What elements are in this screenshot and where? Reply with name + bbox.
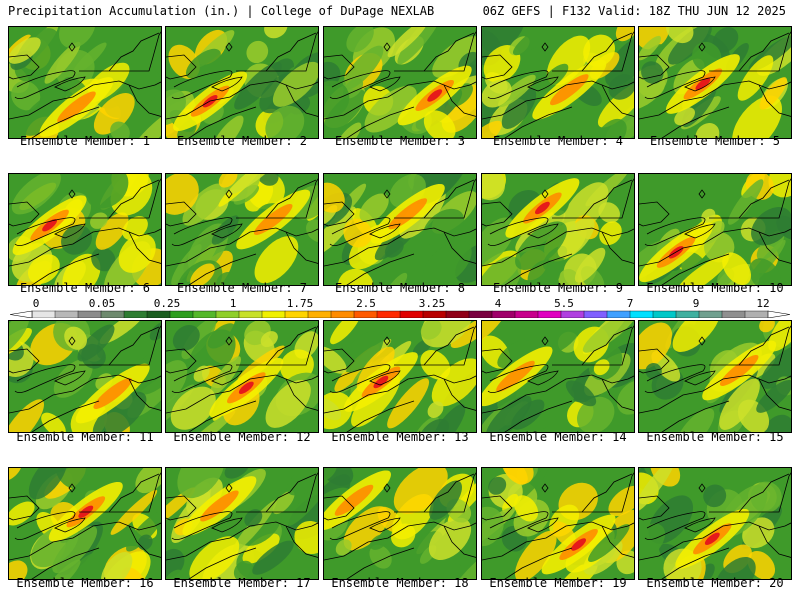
colorbar-swatch (698, 310, 723, 318)
map-panel (638, 173, 792, 286)
colorbar-swatch (583, 310, 608, 318)
ensemble-member-label: Ensemble Member: 20 (646, 576, 784, 590)
map-panel (165, 26, 319, 139)
colorbar-swatch (77, 310, 102, 318)
ensemble-member-label: Ensemble Member: 8 (334, 281, 466, 295)
colorbar-tick-label: 1.75 (286, 297, 314, 310)
colorbar-right-arrow (767, 310, 790, 318)
colorbar-swatch (376, 310, 401, 318)
colorbar-swatch (146, 310, 171, 318)
colorbar-swatch (721, 310, 746, 318)
ensemble-member-label: Ensemble Member: 13 (331, 430, 469, 444)
colorbar-tick-label: 0.05 (88, 297, 116, 310)
chart-title: Precipitation Accumulation (in.) | Colle… (8, 4, 435, 18)
ensemble-member-label: Ensemble Member: 12 (173, 430, 311, 444)
colorbar-swatch (629, 310, 654, 318)
colorbar-tick-label: 0 (32, 297, 40, 310)
colorbar-swatch (353, 310, 378, 318)
colorbar-swatch (652, 310, 677, 318)
colorbar-swatch (399, 310, 424, 318)
ensemble-member-label: Ensemble Member: 5 (649, 134, 781, 148)
ensemble-member-label: Ensemble Member: 2 (176, 134, 308, 148)
colorbar-swatch (307, 310, 332, 318)
colorbar-swatch (560, 310, 585, 318)
map-panel (165, 320, 319, 433)
colorbar-swatch (514, 310, 539, 318)
precipitation-colorbar (10, 310, 790, 318)
map-panel (323, 173, 477, 286)
colorbar-tick-label: 7 (626, 297, 634, 310)
colorbar-swatch (238, 310, 263, 318)
ensemble-member-label: Ensemble Member: 18 (331, 576, 469, 590)
colorbar-swatch (169, 310, 194, 318)
colorbar-swatch (215, 310, 240, 318)
colorbar-swatch (123, 310, 148, 318)
colorbar-tick-label: 9 (692, 297, 700, 310)
map-panel (8, 467, 162, 580)
map-panel (481, 467, 635, 580)
map-panel (638, 320, 792, 433)
colorbar-tick-label: 2.5 (356, 297, 376, 310)
ensemble-member-label: Ensemble Member: 17 (173, 576, 311, 590)
map-panel (481, 173, 635, 286)
ensemble-member-label: Ensemble Member: 19 (489, 576, 627, 590)
ensemble-member-label: Ensemble Member: 7 (176, 281, 308, 295)
colorbar-swatch (468, 310, 493, 318)
ensemble-member-label: Ensemble Member: 1 (19, 134, 151, 148)
colorbar-swatch (31, 310, 56, 318)
ensemble-member-label: Ensemble Member: 6 (19, 281, 151, 295)
colorbar-swatch (100, 310, 125, 318)
colorbar-tick-label: 0.25 (153, 297, 181, 310)
colorbar-swatch (445, 310, 470, 318)
ensemble-member-label: Ensemble Member: 16 (16, 576, 154, 590)
map-panel (481, 26, 635, 139)
colorbar-swatch (330, 310, 355, 318)
colorbar-tick-label: 5.5 (554, 297, 574, 310)
map-panel (323, 320, 477, 433)
ensemble-member-label: Ensemble Member: 4 (492, 134, 624, 148)
map-panel (8, 173, 162, 286)
model-run-valid-time: 06Z GEFS | F132 Valid: 18Z THU JUN 12 20… (482, 4, 786, 18)
colorbar-swatch (261, 310, 286, 318)
colorbar-swatch (744, 310, 769, 318)
ensemble-member-label: Ensemble Member: 9 (492, 281, 624, 295)
map-panel (165, 467, 319, 580)
map-panel (638, 26, 792, 139)
colorbar-swatch (54, 310, 79, 318)
colorbar-swatch (422, 310, 447, 318)
map-panel (323, 467, 477, 580)
map-panel (8, 26, 162, 139)
colorbar-swatch (537, 310, 562, 318)
colorbar-swatch (606, 310, 631, 318)
colorbar-swatch (675, 310, 700, 318)
map-panel (165, 173, 319, 286)
ensemble-member-label: Ensemble Member: 14 (489, 430, 627, 444)
ensemble-member-label: Ensemble Member: 11 (16, 430, 154, 444)
colorbar-swatch (284, 310, 309, 318)
ensemble-member-label: Ensemble Member: 15 (646, 430, 784, 444)
map-panel (8, 320, 162, 433)
colorbar-tick-label: 3.25 (418, 297, 446, 310)
colorbar-tick-label: 4 (494, 297, 502, 310)
colorbar-swatch (491, 310, 516, 318)
colorbar-tick-label: 1 (229, 297, 237, 310)
map-panel (638, 467, 792, 580)
map-panel (481, 320, 635, 433)
ensemble-member-label: Ensemble Member: 3 (334, 134, 466, 148)
colorbar-left-arrow (10, 310, 33, 318)
colorbar-swatch (192, 310, 217, 318)
ensemble-member-label: Ensemble Member: 10 (646, 281, 784, 295)
colorbar-tick-label: 12 (756, 297, 770, 310)
map-panel (323, 26, 477, 139)
